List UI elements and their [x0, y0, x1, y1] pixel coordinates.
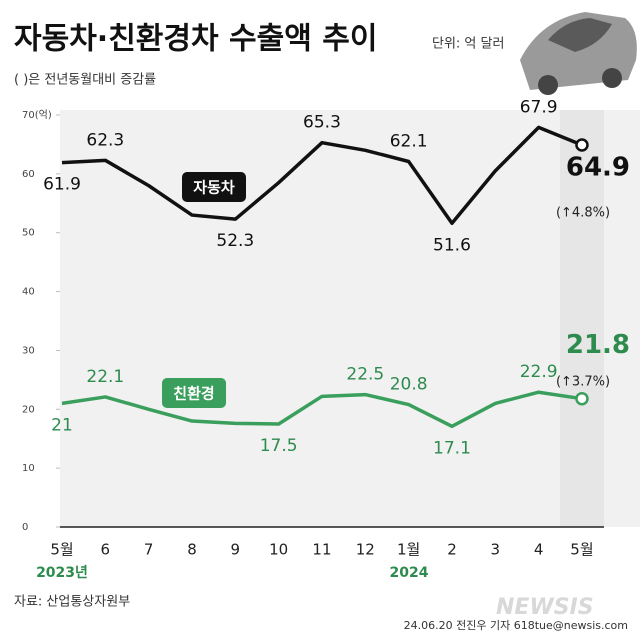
- x-tick-label: 11: [312, 541, 331, 559]
- value-label: 65.3: [303, 113, 341, 133]
- x-tick-label: 12: [356, 541, 375, 559]
- series-badge: [182, 172, 246, 202]
- y-tick-label: 10: [22, 463, 35, 474]
- value-label: 62.3: [86, 130, 124, 150]
- x-tick-label: 6: [101, 541, 111, 559]
- year-label: 2023년: [36, 565, 88, 581]
- value-label: 22.5: [346, 365, 384, 385]
- highlight-column: [560, 110, 604, 527]
- x-tick-label: 9: [231, 541, 241, 559]
- line-series: [61, 390, 583, 429]
- year-label: 2024: [390, 565, 429, 581]
- y-tick-label: 30: [22, 345, 35, 356]
- credit: 24.06.20 전진우 기자 618tue@newsis.com: [404, 619, 628, 632]
- y-tick-label: 0: [22, 522, 28, 533]
- value-label: 22.1: [86, 367, 124, 387]
- x-tick-label: 2: [447, 541, 457, 559]
- value-label: 17.1: [433, 438, 471, 458]
- x-tick-label: 4: [534, 541, 544, 559]
- x-tick-label: 3: [491, 541, 501, 559]
- value-label: 51.6: [433, 235, 471, 255]
- y-tick-label: 60: [22, 169, 35, 180]
- x-tick-label: 5월: [50, 541, 73, 559]
- series-badge: [162, 378, 226, 408]
- end-marker: [575, 138, 589, 152]
- logo: NEWSIS: [496, 595, 594, 620]
- x-tick-label: 5월: [570, 541, 593, 559]
- line-series: [61, 125, 583, 226]
- end-marker: [575, 391, 589, 406]
- value-label: 61.9: [43, 175, 81, 195]
- value-label: 52.3: [216, 231, 254, 251]
- annotation: (↑3.7%): [556, 375, 610, 390]
- y-tick-label: 50: [22, 228, 35, 239]
- value-label: 21: [51, 415, 73, 435]
- value-label: 20.8: [390, 375, 428, 395]
- subtitle: ( )은 전년동월대비 증감률: [14, 73, 156, 88]
- value-label: 22.9: [520, 362, 558, 382]
- y-tick-label: 70(억): [22, 109, 52, 121]
- value-label-latest: 64.9: [566, 153, 630, 183]
- car-illustration: [520, 12, 637, 95]
- value-label: 62.1: [390, 131, 428, 151]
- y-tick-label: 40: [22, 287, 35, 298]
- y-tick-label: 20: [22, 404, 35, 415]
- x-tick-label: 7: [144, 541, 154, 559]
- unit-label: 단위: 억 달러: [432, 37, 504, 52]
- value-label: 17.5: [260, 436, 298, 456]
- annotation: (↑4.8%): [556, 206, 610, 221]
- x-tick-label: 10: [269, 541, 288, 559]
- legend-label: 친환경: [173, 385, 214, 403]
- legend-label: 자동차: [193, 179, 235, 197]
- chart-title: 자동차·친환경차 수출액 추이: [14, 22, 378, 57]
- value-label-latest: 21.8: [566, 330, 630, 360]
- value-label: 67.9: [520, 97, 558, 117]
- x-tick-label: 1월: [397, 541, 420, 559]
- plot-panel: [60, 110, 640, 527]
- source: 자료: 산업통상자원부: [14, 595, 130, 610]
- x-tick-label: 8: [187, 541, 197, 559]
